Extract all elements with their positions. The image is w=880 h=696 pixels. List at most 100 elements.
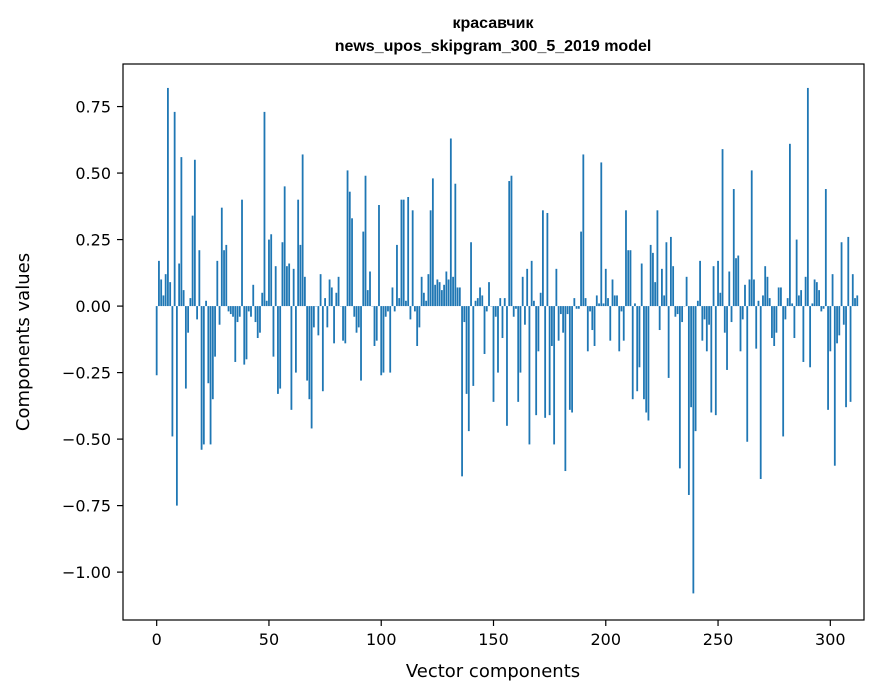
y-tick-label: 0.75 [75, 98, 111, 117]
bar-132 [452, 276, 454, 307]
bar-224 [658, 306, 661, 331]
bar-23 [207, 306, 210, 384]
bar-239 [692, 306, 695, 594]
bar-86 [348, 191, 351, 307]
x-tick-label: 250 [703, 630, 734, 649]
bar-111 [405, 300, 407, 307]
bar-73 [319, 274, 322, 307]
bar-236 [685, 276, 688, 307]
x-tick-label: 300 [815, 630, 846, 649]
bar-173 [544, 306, 547, 418]
bar-39 [243, 306, 246, 365]
bar-67 [306, 306, 309, 381]
bar-183 [566, 306, 569, 315]
bar-126 [438, 282, 441, 307]
bar-90 [357, 306, 360, 328]
bar-62 [295, 306, 297, 373]
bar-283 [791, 303, 794, 307]
bar-162 [519, 306, 522, 373]
bar-91 [360, 306, 362, 381]
bar-285 [795, 239, 798, 307]
bar-11 [180, 157, 183, 307]
bar-119 [422, 292, 425, 307]
bar-198 [600, 162, 603, 307]
bar-106 [393, 306, 396, 312]
y-axis-label: Components values [13, 253, 34, 431]
bar-305 [840, 242, 843, 307]
bar-207 [620, 306, 623, 312]
bar-75 [324, 298, 326, 307]
bar-237 [687, 306, 690, 495]
bar-186 [573, 298, 576, 307]
bar-74 [321, 306, 324, 392]
bar-76 [326, 306, 329, 328]
bar-79 [333, 306, 335, 344]
bar-14 [187, 306, 190, 333]
bar-137 [463, 306, 466, 323]
bar-154 [501, 306, 504, 339]
bars-group [155, 87, 859, 594]
bar-144 [479, 287, 481, 307]
bar-234 [681, 306, 684, 323]
chart-title-line2: news_upos_skipgram_300_5_2019 model [335, 38, 652, 55]
bar-254 [726, 306, 728, 370]
bar-211 [629, 250, 632, 307]
bar-220 [649, 244, 652, 307]
x-axis-label: Vector components [406, 661, 580, 682]
bar-51 [270, 234, 273, 307]
bar-9 [175, 306, 178, 506]
bar-281 [786, 298, 789, 307]
bar-10 [178, 263, 181, 307]
bar-118 [420, 276, 423, 307]
bar-54 [277, 306, 279, 394]
bar-289 [804, 276, 807, 307]
bar-191 [584, 298, 587, 307]
bar-229 [669, 236, 672, 307]
bar-32 [227, 306, 230, 312]
bar-44 [254, 306, 257, 323]
x-tick-label: 200 [590, 630, 621, 649]
bar-145 [481, 295, 484, 307]
bar-302 [833, 306, 836, 466]
bar-290 [806, 87, 809, 307]
bar-284 [793, 306, 796, 339]
bar-232 [676, 306, 679, 315]
bar-15 [189, 298, 192, 307]
bar-293 [813, 279, 816, 307]
bar-189 [580, 231, 582, 307]
bar-256 [730, 306, 733, 323]
bar-85 [346, 170, 349, 307]
bar-218 [645, 306, 648, 413]
bar-104 [389, 306, 392, 373]
bar-307 [845, 306, 847, 408]
bar-92 [362, 231, 365, 307]
bar-102 [384, 306, 387, 317]
bar-148 [488, 282, 490, 307]
y-tick-label: −0.25 [62, 364, 111, 383]
x-tick-label: 100 [366, 630, 397, 649]
bar-134 [456, 287, 459, 307]
bar-231 [674, 306, 677, 317]
bar-292 [811, 303, 814, 307]
bar-155 [503, 298, 506, 307]
bar-176 [550, 306, 553, 346]
bar-258 [735, 258, 737, 307]
bar-246 [708, 306, 710, 325]
bar-303 [836, 306, 838, 344]
bar-88 [353, 306, 356, 317]
bar-194 [591, 306, 594, 331]
bar-21 [202, 306, 205, 445]
bar-66 [303, 276, 306, 307]
bar-115 [414, 306, 416, 312]
bar-165 [526, 268, 529, 307]
bar-226 [663, 295, 666, 307]
bar-8 [173, 111, 176, 307]
bar-18 [196, 306, 198, 320]
bar-45 [256, 306, 259, 339]
bar-17 [193, 159, 196, 307]
bar-299 [827, 306, 829, 410]
bar-52 [272, 306, 275, 357]
bar-301 [831, 274, 834, 307]
bar-12 [182, 290, 185, 307]
bar-240 [694, 306, 697, 432]
